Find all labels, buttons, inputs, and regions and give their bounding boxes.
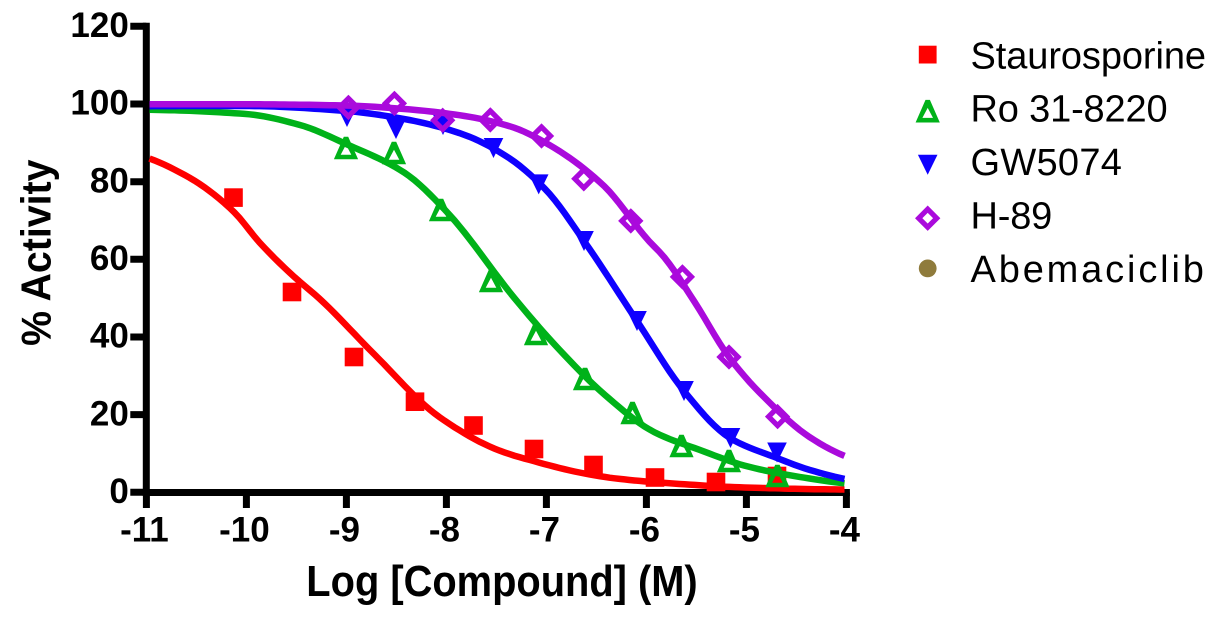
svg-text:40: 40 bbox=[90, 317, 129, 356]
svg-text:60: 60 bbox=[90, 239, 129, 278]
svg-text:120: 120 bbox=[70, 6, 128, 45]
svg-text:-11: -11 bbox=[120, 510, 169, 549]
svg-text:-7: -7 bbox=[529, 510, 560, 549]
svg-text:-8: -8 bbox=[429, 510, 460, 549]
svg-text:Staurosporine: Staurosporine bbox=[971, 35, 1207, 77]
svg-text:80: 80 bbox=[90, 161, 129, 200]
svg-text:-6: -6 bbox=[629, 510, 660, 549]
svg-text:0: 0 bbox=[109, 472, 128, 511]
svg-text:-4: -4 bbox=[829, 510, 861, 549]
svg-text:H-89: H-89 bbox=[971, 196, 1053, 238]
svg-text:GW5074: GW5074 bbox=[971, 142, 1122, 184]
svg-text:100: 100 bbox=[70, 84, 128, 123]
svg-text:-5: -5 bbox=[729, 510, 760, 549]
svg-text:-10: -10 bbox=[219, 510, 270, 549]
svg-text:Log [Compound] (M): Log [Compound] (M) bbox=[306, 557, 697, 606]
svg-text:Ro 31-8220: Ro 31-8220 bbox=[971, 89, 1168, 131]
svg-text:20: 20 bbox=[90, 394, 129, 433]
svg-text:% Activity: % Activity bbox=[13, 159, 60, 346]
svg-text:Abemaciclib: Abemaciclib bbox=[971, 249, 1204, 291]
svg-text:-9: -9 bbox=[329, 510, 360, 549]
